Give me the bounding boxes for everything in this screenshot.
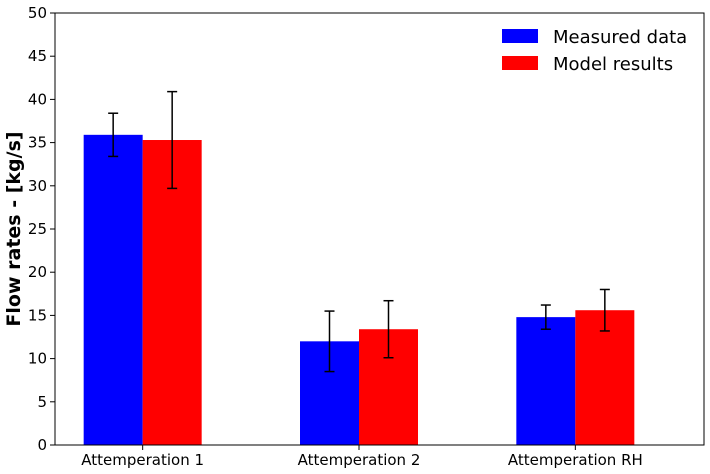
error-bar-measured-3 — [540, 304, 551, 330]
x-tick-label-1: Attemperation 1 — [81, 451, 204, 469]
bar-model-3 — [575, 310, 635, 445]
y-tick-label-45: 45 — [28, 47, 47, 65]
y-tick-label-25: 25 — [28, 220, 47, 238]
error-bar-model-2 — [383, 299, 394, 359]
error-bar-model-1 — [167, 90, 178, 190]
legend-swatch-model — [502, 56, 538, 70]
x-tick-label-2: Attemperation 2 — [298, 451, 421, 469]
y-tick-label-0: 0 — [37, 436, 47, 454]
bar-measured-1 — [83, 134, 143, 445]
error-bar-model-3 — [599, 288, 610, 332]
legend-swatch-measured — [502, 29, 538, 43]
y-tick-label-50: 50 — [28, 4, 47, 22]
bar-model-1 — [142, 140, 202, 445]
x-tick-label-3: Attemperation RH — [508, 451, 643, 469]
plot-area: Attemperation 1 Attemperation 2 Attemperat… — [28, 4, 705, 469]
bar-measured-3 — [516, 317, 576, 445]
y-tick-label-5: 5 — [37, 393, 47, 411]
legend: Measured data Model results — [502, 27, 687, 75]
y-tick-label-40: 40 — [28, 90, 47, 108]
axes-frame — [54, 12, 705, 446]
error-bar-measured-2 — [324, 310, 335, 373]
legend-label-measured: Measured data — [553, 27, 687, 48]
y-tick-label-30: 30 — [28, 177, 47, 195]
y-tick-label-35: 35 — [28, 134, 47, 152]
y-tick-label-15: 15 — [28, 306, 47, 324]
error-bar-measured-1 — [108, 112, 119, 158]
legend-label-model: Model results — [553, 54, 673, 75]
y-tick-label-10: 10 — [28, 350, 47, 368]
y-axis-label: Flow rates - [kg/s] — [3, 131, 25, 326]
y-tick-label-20: 20 — [28, 263, 47, 281]
